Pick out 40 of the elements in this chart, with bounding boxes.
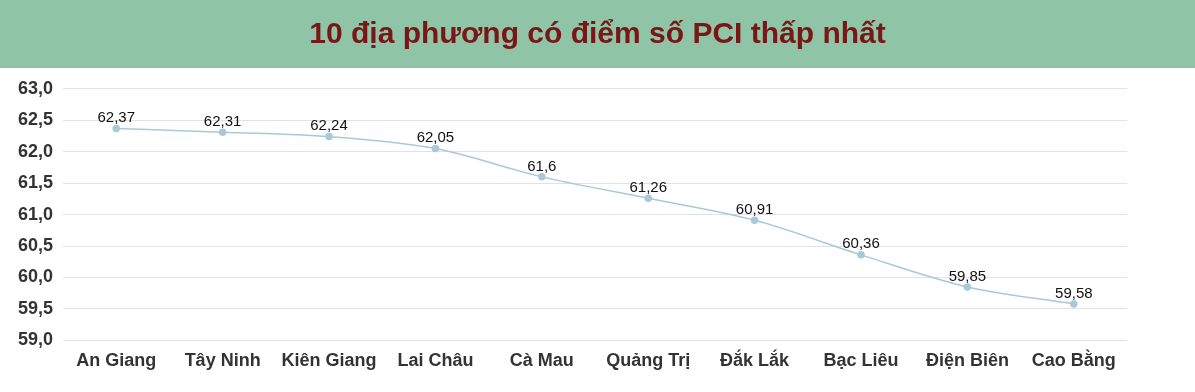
data-label: 62,05 bbox=[416, 128, 455, 146]
x-tick-label: Điện Biên bbox=[925, 350, 1009, 371]
point bbox=[750, 216, 759, 225]
data-label: 61,26 bbox=[629, 177, 667, 195]
y-tick-label: 62,0 bbox=[17, 140, 54, 161]
data-label: 61,6 bbox=[527, 156, 557, 174]
data-label: 62,31 bbox=[203, 111, 242, 129]
point bbox=[431, 144, 440, 153]
point bbox=[857, 251, 865, 259]
data-label: 59,58 bbox=[1055, 283, 1093, 301]
y-tick-label: 60,0 bbox=[17, 266, 54, 287]
x-tick-label: An Giang bbox=[76, 350, 157, 371]
data-label: 60,91 bbox=[735, 199, 774, 217]
x-tick-label: Kiên Giang bbox=[281, 350, 377, 371]
x-tick-label: Lai Châu bbox=[397, 350, 474, 371]
x-tick-label: Tây Ninh bbox=[184, 350, 261, 371]
point bbox=[1070, 300, 1078, 308]
data-label: 62,37 bbox=[97, 108, 135, 126]
y-tick-label: 62,5 bbox=[17, 109, 54, 130]
y-tick-label: 61,0 bbox=[17, 203, 54, 224]
x-tick-label: Đắk Lắk bbox=[720, 349, 791, 371]
point bbox=[963, 283, 972, 291]
point bbox=[325, 132, 333, 141]
y-tick-label: 60,5 bbox=[17, 235, 54, 256]
point bbox=[112, 124, 120, 133]
point bbox=[218, 128, 227, 136]
data-label: 60,36 bbox=[842, 234, 880, 252]
y-tick-label: 59,5 bbox=[17, 297, 54, 318]
data-label: 59,85 bbox=[948, 266, 987, 284]
point bbox=[538, 173, 546, 181]
x-tick-label: Quảng Trị bbox=[606, 350, 691, 371]
y-tick-label: 63,0 bbox=[17, 77, 54, 98]
x-tick-label: Cao Bằng bbox=[1031, 349, 1116, 371]
point bbox=[644, 194, 652, 202]
data-label: 62,24 bbox=[310, 116, 348, 134]
x-tick-label: Bạc Liêu bbox=[823, 350, 899, 371]
x-tick-label: Cà Mau bbox=[509, 350, 574, 371]
y-tick-label: 59,0 bbox=[17, 329, 54, 350]
y-tick-label: 61,5 bbox=[17, 172, 54, 193]
chart-title: 10 địa phương có điểm số PCI thấp nhất bbox=[0, 0, 1195, 68]
